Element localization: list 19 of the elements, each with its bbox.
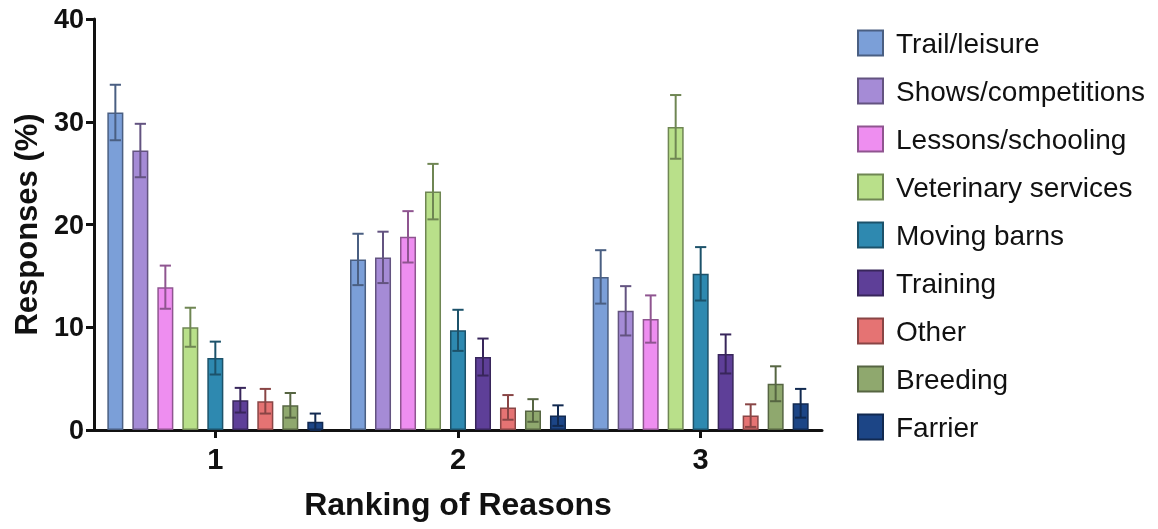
y-axis-title: Responses (%) (9, 113, 44, 336)
legend-label: Moving barns (896, 219, 1065, 251)
x-axis-title: Ranking of Reasons (304, 486, 612, 522)
y-tick-label: 30 (53, 106, 84, 137)
x-tick-label: 2 (449, 442, 467, 475)
legend-label: Other (896, 315, 967, 347)
legend-label: Lessons/schooling (896, 123, 1127, 155)
legend-label: Breeding (896, 363, 1009, 395)
x-tick-label: 1 (207, 442, 224, 475)
legend-label: Shows/competitions (896, 75, 1146, 107)
legend-label: Veterinary services (896, 171, 1133, 203)
y-tick-label: 10 (53, 312, 84, 343)
legend-label: Farrier (896, 411, 979, 443)
y-tick-label: 0 (68, 415, 84, 445)
y-tick-label: 20 (53, 209, 84, 240)
legend-label: Training (896, 267, 997, 299)
x-tick-label: 3 (692, 442, 709, 475)
y-tick-label: 40 (53, 4, 84, 34)
legend-label: Trail/leisure (896, 27, 1040, 59)
